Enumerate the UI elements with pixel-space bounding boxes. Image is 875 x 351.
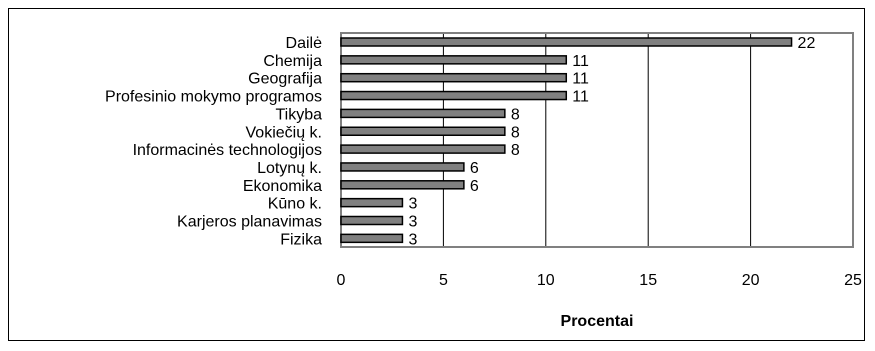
data-label: 11 xyxy=(572,53,589,70)
bar xyxy=(340,215,404,226)
x-tick-label: 20 xyxy=(742,272,760,289)
data-label: 8 xyxy=(511,142,520,159)
bar xyxy=(340,126,506,136)
bar xyxy=(340,162,465,172)
category-label: Ekonomika xyxy=(243,178,322,195)
plot-area xyxy=(340,32,854,248)
data-label: 8 xyxy=(511,124,520,141)
bar xyxy=(340,233,404,244)
bars xyxy=(340,37,793,244)
bar xyxy=(340,180,465,190)
bar xyxy=(340,197,404,208)
category-label: Tikyba xyxy=(275,106,322,123)
bar xyxy=(340,90,568,101)
data-label: 11 xyxy=(572,89,589,106)
data-label: 3 xyxy=(408,214,417,231)
bar xyxy=(340,108,506,119)
category-label: Chemija xyxy=(263,53,322,70)
data-label: 8 xyxy=(511,106,520,123)
category-label: Informacinės technologijos xyxy=(133,142,322,159)
data-label: 3 xyxy=(408,196,417,213)
bar xyxy=(340,55,568,65)
category-label: Kūno k. xyxy=(268,196,322,213)
category-label: Vokiečių k. xyxy=(246,124,322,141)
data-label: 6 xyxy=(470,178,479,195)
category-label: Karjeros planavimas xyxy=(177,214,322,231)
x-tick-label: 5 xyxy=(439,272,448,289)
x-axis-title: Procentai xyxy=(561,313,634,330)
category-label: Geografija xyxy=(248,71,322,88)
x-tick-label: 25 xyxy=(844,272,862,289)
x-tick-labels: 0 5 10 15 20 25 xyxy=(337,272,862,289)
bar xyxy=(340,144,506,154)
x-tick-label: 10 xyxy=(537,272,555,289)
bar xyxy=(340,37,793,47)
bar xyxy=(340,72,568,83)
category-label: Dailė xyxy=(286,35,323,52)
data-label: 22 xyxy=(798,35,816,52)
category-label: Profesinio mokymo programos xyxy=(105,89,322,106)
gridlines xyxy=(442,33,752,247)
data-label: 3 xyxy=(408,231,417,248)
data-label: 6 xyxy=(470,160,479,177)
data-label: 11 xyxy=(572,71,589,88)
category-label: Fizika xyxy=(280,231,322,248)
x-tick-label: 0 xyxy=(337,272,346,289)
category-label: Lotynų k. xyxy=(257,160,322,177)
x-tick-label: 15 xyxy=(639,272,657,289)
